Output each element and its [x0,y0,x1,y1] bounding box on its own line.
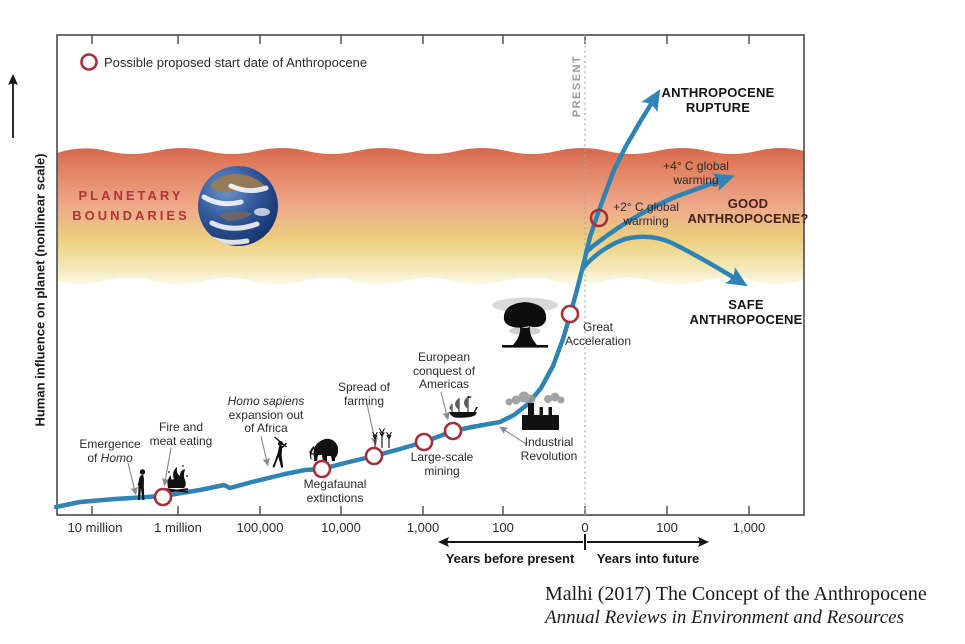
x-tick-100f: 100 [656,520,678,535]
start-circle-farming [364,446,384,466]
years-before-present-label: Years before present [445,551,575,566]
plus4-warming-label: +4° C global warming [663,159,729,187]
mushroom-cloud-icon [492,297,558,348]
x-tick-1000bp: 1,000 [406,520,440,535]
crops-icon [372,428,392,448]
start-circle-great-acceleration [560,304,580,324]
trajectory-curve [53,89,661,510]
x-tick-10million: 10 million [67,520,123,535]
industrial-label: Industrial Revolution [520,435,578,463]
expansion-label: Homo sapiens expansion out of Africa [227,394,305,436]
citation-line2: Annual Reviews in Environment and Resour… [545,607,904,628]
megafaunal-label: Megafaunal extinctions [303,477,367,505]
plot-border [56,34,805,516]
x-tick-1million: 1 million [154,520,202,535]
mammoth-icon [308,438,339,461]
x-tick-10000: 10,000 [321,520,361,535]
legend-label: Possible proposed start date of Anthropo… [104,55,368,70]
x-tick-zero: 0 [581,520,589,535]
factory-icon [505,391,565,430]
ship-icon [449,396,478,418]
campfire-icon [165,465,189,493]
emergence-label: Emergence of Homo [79,437,141,465]
good-anthropocene-label: GOOD ANTHROPOCENE? [687,196,809,226]
fire-label: Fire and meat eating [149,420,213,448]
earth-icon [198,166,278,246]
start-circle-megafaunal [312,459,332,479]
anthropocene-rupture-label: ANTHROPOCENE RUPTURE [661,85,775,115]
citation: Malhi (2017) The Concept of the Anthropo… [545,583,927,629]
safe-anthropocene-label: SAFE ANTHROPOCENE [689,297,803,327]
proposed-start-circles [80,53,609,507]
plus2-warming-label: +2° C global warming [613,200,679,228]
conquest-label: European conquest of Americas [412,350,476,392]
plus4-branch [583,173,735,255]
great-acceleration-label: Great Acceleration [564,320,632,348]
y-axis-label: Human influence on planet (nonlinear sca… [32,153,48,427]
x-tick-1000f: 1,000 [732,520,766,535]
citation-line1: Malhi (2017) The Concept of the Anthropo… [545,583,927,605]
safe-branch [580,234,748,287]
axis-ticks [91,35,750,515]
standing-human-icon [137,469,146,500]
farming-label: Spread of farming [337,380,391,408]
start-circle-plus2 [589,208,609,228]
annotation-arrows [127,391,527,496]
planetary-boundaries-label: PLANETARY BOUNDARIES [72,188,190,224]
start-circle-emergence [153,487,173,507]
x-tick-100000: 100,000 [236,520,284,535]
start-circle-conquest [443,421,463,441]
present-label: PRESENT [571,54,583,118]
walking-human-icon [272,436,287,468]
legend-circle [80,53,98,71]
mining-label: Large-scale mining [410,450,474,478]
time-direction-arrows [438,534,709,550]
years-into-future-label: Years into future [596,551,700,566]
x-tick-100bp: 100 [492,520,514,535]
start-circle-mining [414,432,434,452]
